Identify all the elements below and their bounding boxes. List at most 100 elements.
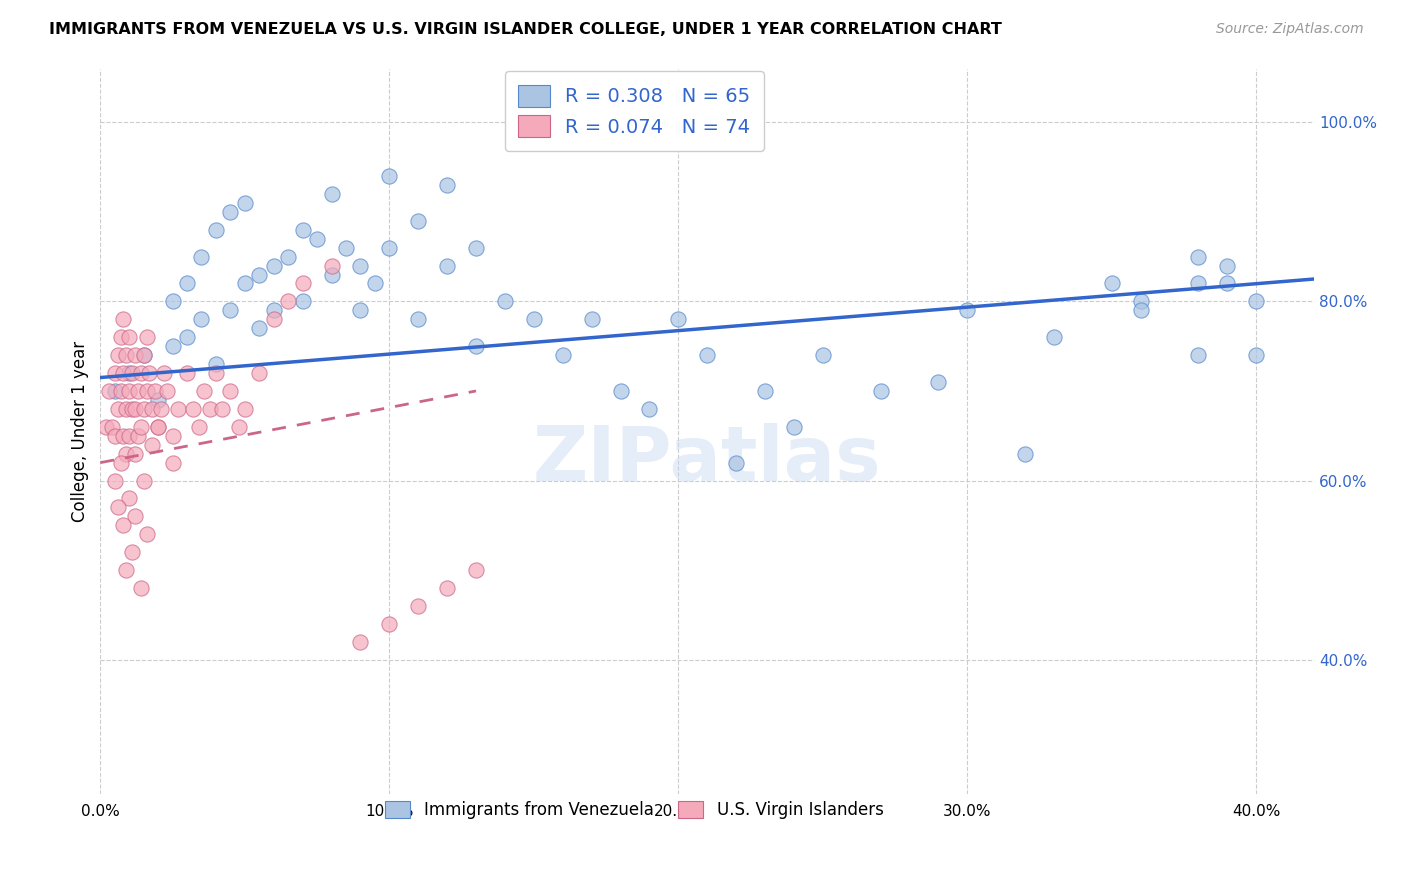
Point <box>110 330 132 344</box>
Point <box>143 384 166 398</box>
Point <box>211 401 233 416</box>
Point <box>378 241 401 255</box>
Point <box>291 294 314 309</box>
Point <box>115 401 138 416</box>
Point <box>1014 447 1036 461</box>
Point <box>124 447 146 461</box>
Point <box>247 366 270 380</box>
Point <box>378 169 401 183</box>
Point <box>247 321 270 335</box>
Point <box>129 419 152 434</box>
Point <box>132 348 155 362</box>
Point <box>1101 277 1123 291</box>
Point <box>291 277 314 291</box>
Point <box>364 277 387 291</box>
Point <box>118 384 141 398</box>
Point <box>638 401 661 416</box>
Point <box>115 348 138 362</box>
Point <box>121 545 143 559</box>
Point <box>219 384 242 398</box>
Point <box>465 563 488 577</box>
Point <box>162 429 184 443</box>
Point <box>406 312 429 326</box>
Text: Source: ZipAtlas.com: Source: ZipAtlas.com <box>1216 22 1364 37</box>
Point <box>291 223 314 237</box>
Point <box>112 312 135 326</box>
Point <box>112 429 135 443</box>
Point <box>349 259 371 273</box>
Point <box>228 419 250 434</box>
Point <box>551 348 574 362</box>
Point <box>349 303 371 318</box>
Point <box>263 303 285 318</box>
Point <box>754 384 776 398</box>
Text: ZIPatlas: ZIPatlas <box>533 424 882 498</box>
Point <box>307 232 329 246</box>
Point <box>118 366 141 380</box>
Point <box>233 277 256 291</box>
Point <box>190 312 212 326</box>
Point <box>153 366 176 380</box>
Point <box>181 401 204 416</box>
Point <box>132 401 155 416</box>
Point <box>869 384 891 398</box>
Point <box>112 518 135 533</box>
Point <box>205 223 228 237</box>
Point <box>321 186 343 201</box>
Point <box>406 599 429 613</box>
Point <box>162 339 184 353</box>
Point <box>132 474 155 488</box>
Legend: Immigrants from Venezuela, U.S. Virgin Islanders: Immigrants from Venezuela, U.S. Virgin I… <box>378 794 890 826</box>
Point <box>124 509 146 524</box>
Point <box>436 259 458 273</box>
Point <box>101 419 124 434</box>
Point <box>124 348 146 362</box>
Point <box>146 419 169 434</box>
Point <box>335 241 357 255</box>
Point <box>94 419 117 434</box>
Point <box>98 384 121 398</box>
Point <box>436 178 458 192</box>
Point <box>666 312 689 326</box>
Text: IMMIGRANTS FROM VENEZUELA VS U.S. VIRGIN ISLANDER COLLEGE, UNDER 1 YEAR CORRELAT: IMMIGRANTS FROM VENEZUELA VS U.S. VIRGIN… <box>49 22 1002 37</box>
Point <box>124 401 146 416</box>
Point <box>1187 348 1209 362</box>
Point <box>783 419 806 434</box>
Point <box>162 456 184 470</box>
Point <box>1216 277 1239 291</box>
Point <box>609 384 631 398</box>
Point <box>141 438 163 452</box>
Point <box>110 456 132 470</box>
Point <box>118 429 141 443</box>
Point <box>176 366 198 380</box>
Point <box>233 401 256 416</box>
Point <box>118 330 141 344</box>
Point <box>725 456 748 470</box>
Point <box>378 616 401 631</box>
Y-axis label: College, Under 1 year: College, Under 1 year <box>72 341 89 522</box>
Point <box>146 392 169 407</box>
Point <box>135 384 157 398</box>
Point <box>107 500 129 515</box>
Point <box>1043 330 1066 344</box>
Point <box>129 366 152 380</box>
Point <box>1246 294 1268 309</box>
Point <box>107 401 129 416</box>
Point <box>138 366 160 380</box>
Point <box>187 419 209 434</box>
Point <box>219 204 242 219</box>
Point <box>115 563 138 577</box>
Point <box>696 348 718 362</box>
Point <box>190 250 212 264</box>
Point <box>135 527 157 541</box>
Point <box>494 294 516 309</box>
Point <box>1246 348 1268 362</box>
Point <box>465 339 488 353</box>
Point <box>263 259 285 273</box>
Point <box>104 366 127 380</box>
Point <box>198 401 221 416</box>
Point <box>205 357 228 371</box>
Point <box>465 241 488 255</box>
Point <box>132 348 155 362</box>
Point <box>811 348 834 362</box>
